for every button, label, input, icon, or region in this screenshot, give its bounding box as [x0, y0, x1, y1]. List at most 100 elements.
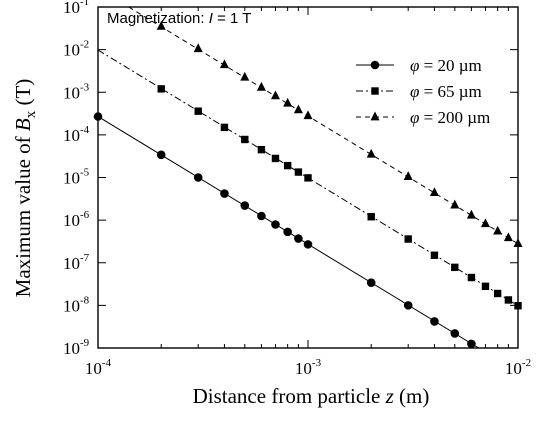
data-point-circle: [450, 329, 460, 338]
y-tick-label: 10-8: [63, 294, 90, 315]
annotation-prefix: Magnetization:: [107, 10, 209, 27]
legend-value: 200 µm: [438, 108, 491, 127]
legend-value: 65 µm: [438, 82, 482, 101]
y-tick-label: 10-6: [63, 209, 90, 230]
y-tick-label: 10-2: [63, 39, 89, 60]
legend-marker-circle: [370, 60, 380, 70]
data-point-triangle: [466, 209, 476, 219]
x-tick-label: 10-3: [295, 357, 322, 378]
data-point-square: [304, 174, 312, 182]
data-point-triangle: [219, 59, 229, 69]
data-point-square: [514, 302, 522, 310]
data-point-square: [404, 235, 412, 243]
y-tick-label: 10-4: [63, 124, 90, 145]
x-tick-label-base: 10: [505, 359, 522, 378]
data-point-triangle: [240, 71, 250, 81]
data-point-square: [157, 85, 165, 93]
y-tick-label-base: 10: [63, 296, 80, 315]
legend-label: φ = 200 µm: [410, 108, 490, 127]
x-axis-title-unit: (m): [394, 384, 430, 408]
data-point-square: [451, 263, 459, 272]
legend-equals: =: [419, 108, 437, 127]
y-axis-title-text: Maximum value of: [11, 131, 35, 297]
data-point-circle: [220, 189, 229, 198]
legend-label: φ = 20 µm: [410, 56, 482, 75]
y-tick-label-exponent: -8: [80, 294, 90, 306]
data-point-square: [257, 145, 266, 154]
data-point-square: [283, 161, 292, 170]
y-tick-label-base: 10: [63, 83, 80, 102]
data-point-circle: [193, 173, 203, 182]
x-tick-label-exponent: -2: [522, 357, 531, 369]
data-point-circle: [257, 211, 266, 221]
y-tick-label: 10-1: [63, 0, 89, 17]
data-point-triangle: [429, 187, 439, 197]
legend: φ = 20 µmφ = 65 µmφ = 200 µm: [356, 56, 490, 127]
y-tick-label-base: 10: [63, 211, 80, 230]
data-point-triangle: [366, 148, 376, 158]
x-tick-label-base: 10: [85, 359, 102, 378]
legend-symbol: φ: [410, 56, 419, 75]
series-square: [98, 49, 522, 310]
y-tick-label-exponent: -6: [80, 209, 90, 221]
y-tick-label-exponent: -4: [80, 124, 90, 136]
x-axis-title-text: Distance from particle: [193, 384, 386, 408]
data-point-triangle: [256, 81, 266, 91]
data-point-triangle: [303, 110, 313, 120]
data-point-triangle: [283, 97, 293, 107]
y-tick-label-exponent: -7: [80, 252, 90, 264]
data-point-triangle: [450, 199, 460, 209]
x-tick-label-base: 10: [295, 359, 312, 378]
data-point-circle: [467, 339, 476, 349]
y-tick-label: 10-7: [63, 252, 90, 273]
legend-symbol: φ: [410, 108, 419, 127]
data-point-circle: [240, 201, 250, 210]
data-point-circle: [403, 301, 413, 310]
y-tick-label-base: 10: [63, 0, 80, 17]
chart-plot-layer: 10-4 10-3 10-210-110-210-310-410-510-610-7…: [63, 0, 531, 378]
legend-marker-triangle: [370, 111, 380, 121]
data-point-circle: [156, 150, 166, 160]
y-tick-label-exponent: -2: [80, 39, 89, 51]
y-tick-label: 10-5: [63, 167, 90, 188]
data-point-triangle: [293, 104, 303, 114]
x-tick-label: 10-4: [85, 357, 112, 378]
y-tick-label-base: 10: [63, 169, 80, 188]
data-point-circle: [303, 240, 313, 249]
y-tick-label-base: 10: [63, 41, 80, 60]
data-point-triangle: [513, 238, 523, 248]
series-triangle: [128, 7, 523, 248]
data-point-square: [481, 282, 490, 291]
x-tick-label-exponent: -4: [102, 357, 112, 369]
y-axis-title-subscript: x: [23, 110, 39, 118]
annotation-variable: I: [209, 10, 213, 27]
y-tick-label: 10-3: [63, 81, 90, 102]
data-point-circle: [283, 227, 292, 237]
legend-label: φ = 65 µm: [410, 82, 482, 101]
data-point-square: [194, 107, 202, 115]
data-point-circle: [430, 317, 439, 326]
legend-marker-square: [371, 87, 379, 95]
series-circle: [93, 112, 479, 349]
legend-equals: =: [419, 56, 437, 75]
data-point-triangle: [193, 43, 203, 53]
y-tick-label-base: 10: [63, 339, 80, 358]
legend-value: 20 µm: [438, 56, 482, 75]
x-axis-title: Distance from particle z (m): [193, 384, 430, 408]
x-tick-label: 10-2: [505, 357, 531, 378]
data-point-triangle: [503, 232, 513, 242]
data-point-square: [493, 289, 502, 298]
data-point-triangle: [156, 20, 166, 30]
y-tick-label-exponent: -3: [80, 81, 90, 93]
data-point-square: [504, 296, 513, 304]
data-point-triangle: [480, 218, 490, 228]
y-tick-label-base: 10: [63, 254, 80, 273]
magnetization-annotation: Magnetization: I = 1 T: [107, 10, 251, 27]
data-point-square: [271, 154, 280, 163]
x-tick-label-exponent: -3: [312, 357, 322, 369]
legend-symbol: φ: [410, 82, 419, 101]
y-axis-title: Maximum value of Bx (T): [11, 79, 39, 298]
y-tick-label: 10-9: [63, 337, 90, 358]
data-point-circle: [366, 278, 376, 288]
